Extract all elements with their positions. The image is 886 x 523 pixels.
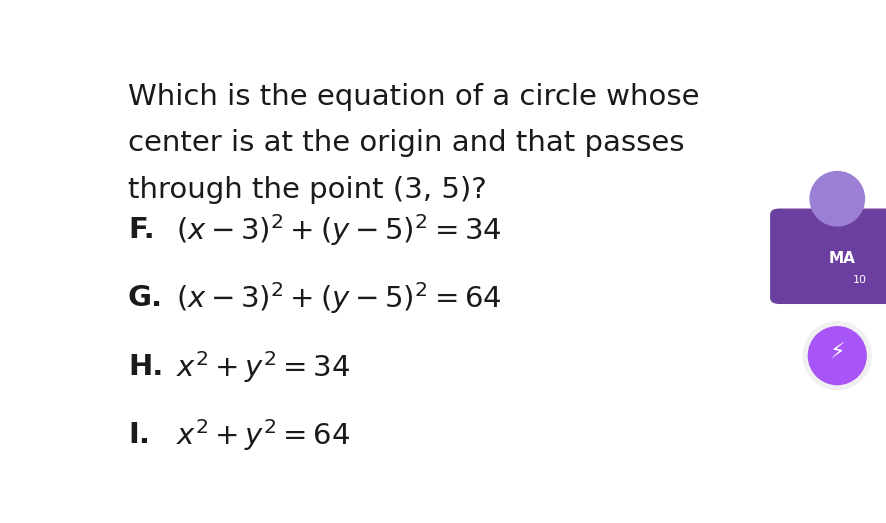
Text: $x^2 + y^2 = 34$: $x^2 + y^2 = 34$	[176, 349, 350, 385]
Text: H.: H.	[128, 353, 163, 381]
Text: MA: MA	[828, 252, 855, 266]
Text: I.: I.	[128, 421, 150, 449]
Text: G.: G.	[128, 285, 163, 312]
Text: $x^2 + y^2 = 64$: $x^2 + y^2 = 64$	[176, 417, 350, 453]
Text: center is at the origin and that passes: center is at the origin and that passes	[128, 129, 684, 157]
Text: 10: 10	[852, 275, 867, 285]
Text: ⚡: ⚡	[829, 343, 845, 363]
Text: Which is the equation of a circle whose: Which is the equation of a circle whose	[128, 83, 699, 111]
Text: $(x - 3)^2 + (y - 5)^2 = 64$: $(x - 3)^2 + (y - 5)^2 = 64$	[176, 280, 501, 316]
Text: $(x - 3)^2 + (y - 5)^2 = 34$: $(x - 3)^2 + (y - 5)^2 = 34$	[176, 212, 501, 248]
Text: F.: F.	[128, 216, 155, 244]
Text: through the point (3, 5)?: through the point (3, 5)?	[128, 176, 486, 203]
